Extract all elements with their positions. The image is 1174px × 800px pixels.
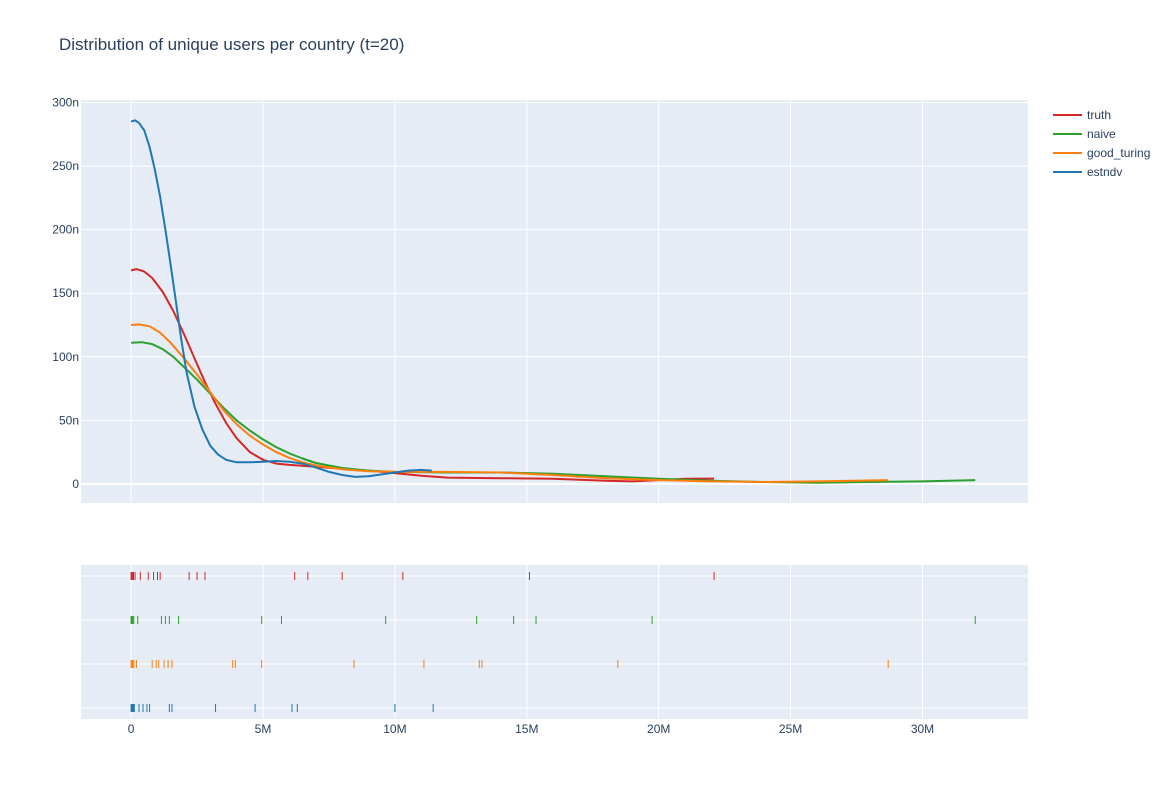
x-tick-label: 10M (383, 722, 406, 736)
rug-gridlines (81, 565, 1028, 719)
x-tick-label: 0 (128, 722, 135, 736)
chart-title: Distribution of unique users per country… (59, 35, 404, 54)
y-tick-label: 200n (52, 223, 79, 237)
y-tick-label: 50n (59, 413, 79, 427)
legend-label: estndv (1087, 165, 1122, 179)
y-axis-ticks: 0 50n 100n 150n 200n 250n 300n (52, 96, 79, 491)
y-tick-label: 150n (52, 286, 79, 300)
main-gridlines (81, 100, 1028, 503)
x-tick-label: 20M (647, 722, 670, 736)
legend-item-naive[interactable]: naive (1053, 127, 1116, 141)
legend-label: naive (1087, 127, 1116, 141)
main-plot-area (81, 100, 1028, 503)
series-line-truth (130, 268, 715, 483)
rug-marks (130, 572, 976, 712)
y-tick-label: 100n (52, 350, 79, 364)
y-tick-label: 300n (52, 96, 79, 110)
y-tick-label: 0 (72, 477, 79, 491)
x-tick-label: 5M (255, 722, 272, 736)
density-lines (130, 119, 976, 484)
legend-label: truth (1087, 108, 1111, 122)
x-tick-label: 25M (779, 722, 802, 736)
x-tick-label: 30M (911, 722, 934, 736)
rug-plot-area (81, 565, 1028, 719)
x-axis-ticks: 0 5M 10M 15M 20M 25M 30M (128, 722, 934, 736)
legend-label: good_turing (1087, 146, 1150, 160)
legend-item-good-turing[interactable]: good_turing (1053, 146, 1150, 160)
x-tick-label: 15M (515, 722, 538, 736)
legend-item-estndv[interactable]: estndv (1053, 165, 1122, 179)
y-tick-label: 250n (52, 159, 79, 173)
series-line-estndv (130, 119, 432, 478)
legend-item-truth[interactable]: truth (1053, 108, 1111, 122)
series-line-good-turing (131, 323, 889, 483)
